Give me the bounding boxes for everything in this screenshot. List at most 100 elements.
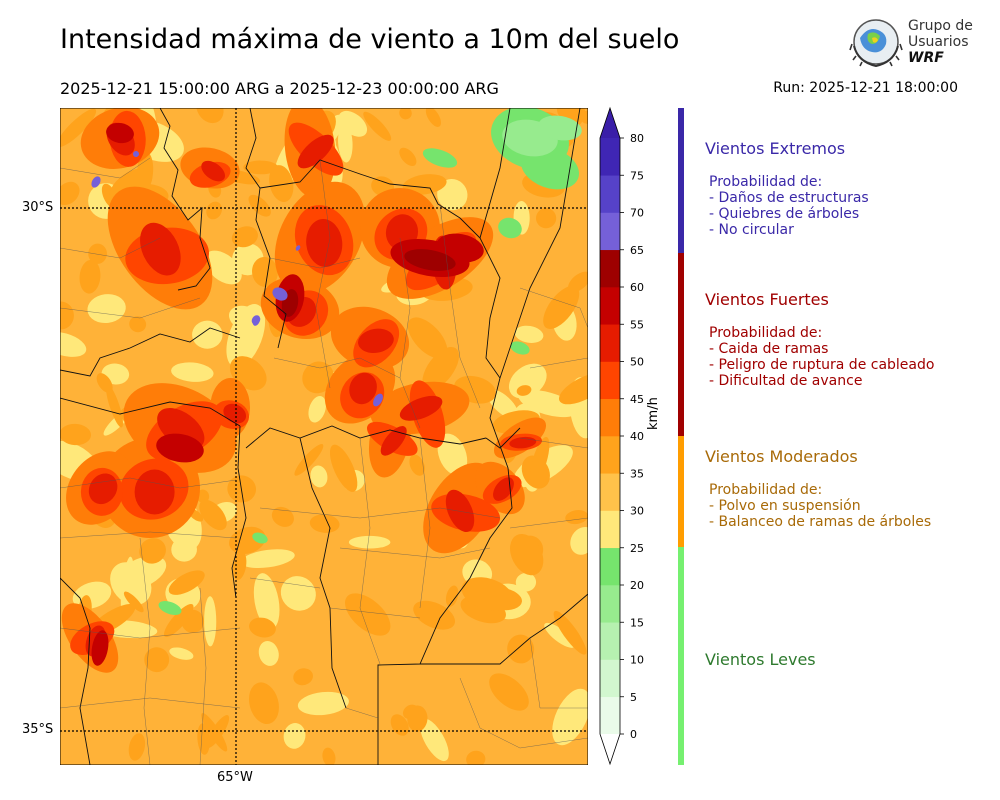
colorbar-segment [600,175,620,213]
category-line: - Dificultad de avance [709,373,863,389]
category-line: - Caida de ramas [709,341,829,357]
wind-contour-patch [293,668,313,686]
wind-contour-patch [91,630,109,666]
colorbar-tick-label: 25 [630,542,644,555]
wind-contour-patch [493,477,514,501]
wind-contour-patch [223,403,247,424]
wind-contour-patch [538,115,582,141]
colorbar-tick-label: 15 [630,616,644,629]
category-bar-moderados [678,436,684,547]
wind-contour-patch [60,108,97,148]
category-line: - Peligro de ruptura de cableado [709,357,935,373]
colorbar-segment [600,249,620,288]
category-bar-leves [678,547,684,765]
wind-contour-patch [123,591,144,613]
wind-contour-patch [510,533,544,576]
category-title: Vientos Fuertes [705,290,829,309]
colorbar-segment [600,324,620,362]
colorbar-segment [600,361,620,400]
colorbar-segment [600,585,620,623]
wind-contour-patch [425,108,441,127]
colorbar-segment [600,696,620,735]
wind-contour-patch [199,499,227,531]
wind-contour-patch [253,573,280,630]
wind-contour-patch [106,122,134,144]
colorbar-tick-label: 70 [630,207,644,220]
logo-text-line2: Usuarios [908,34,969,50]
colorbar-tick-label: 20 [630,579,644,592]
wind-contour-patch [60,181,80,206]
wind-contour-patch [466,750,486,765]
colorbar-tick-label: 30 [630,505,644,518]
colorbar-segment [600,436,620,474]
graticule [60,108,588,765]
wind-contour-patch [373,393,383,407]
wind-contour-patch [140,222,181,276]
wind-contour-patch [543,285,580,330]
globe-icon [849,19,903,68]
wind-intensity-map [60,108,588,765]
wind-contour-patch [445,585,459,607]
wind-contour-patch [139,538,166,564]
department-boundaries [60,157,588,765]
logo-text-line1: Grupo de [908,18,973,34]
wind-contour-patch [201,713,228,752]
wind-contour-patch [422,148,458,168]
colorbar-tick-label: 0 [630,728,637,741]
colorbar-segment [600,287,620,325]
wind-contour-patch [407,317,448,359]
wind-contour-patch [280,576,316,611]
wind-contour-patch [231,226,258,248]
category-line: - Balanceo de ramas de árboles [709,514,932,530]
colorbar-tick-label: 45 [630,393,644,406]
colorbar-tick-label: 75 [630,169,644,182]
wind-contour-patch [520,146,580,190]
wind-contour-patch [570,526,588,555]
wind-contour-patch [445,489,475,533]
wind-contour-patch [88,473,118,505]
wind-contour-patch [169,647,194,660]
wind-contour-patch [436,233,484,263]
colorbar-segment [600,138,620,176]
category-line: - Polvo en suspensión [709,498,861,514]
wind-contour-patch [79,259,101,294]
wind-contour-patch [87,294,126,324]
wind-contour-patch [269,165,294,203]
wind-contour-patch [461,577,513,611]
wind-contour-patch [399,108,412,120]
wind-contour-patch [509,436,537,449]
lon-label-65w: 65°W [217,770,253,785]
colorbar-segment [600,473,620,511]
wind-contour-patch [529,436,550,485]
wind-contour-patch [399,147,417,167]
run-timestamp: Run: 2025-12-21 18:00:00 [773,80,958,96]
wind-contour-patch [297,134,334,169]
wind-contour-patch [133,151,139,157]
wind-contour-patch [516,385,532,396]
wind-contour-patch [390,714,409,736]
wind-contour-patch [272,287,288,301]
wind-contour-patch [60,423,92,446]
category-bar-extremos [678,108,684,253]
colorbar-segment [600,659,620,698]
wind-contour-patch [168,570,205,595]
wind-contour-patch [409,454,425,476]
wind-contour-patch [252,532,268,544]
wind-contour-patch [60,331,87,357]
colorbar-segment [600,510,620,549]
wind-contour-patch [295,245,301,251]
colorbar-segment [600,398,620,437]
colorbar-tick-label: 35 [630,467,644,480]
colorbar-over-arrow [600,108,620,138]
wind-contour-patch [518,390,578,418]
category-title: Vientos Extremos [705,139,846,158]
colorbar-tick-label: 65 [630,244,644,257]
category-leves: Vientos Leves [705,650,816,669]
wind-contour-patch [510,341,530,355]
wind-contour-patch [60,301,74,330]
category-title: Vientos Moderados [705,447,858,466]
lat-label-35s: 35°S [22,722,54,737]
wind-contour-patch [248,194,271,217]
wind-contour-patch [158,601,182,615]
category-title: Vientos Leves [705,650,816,669]
